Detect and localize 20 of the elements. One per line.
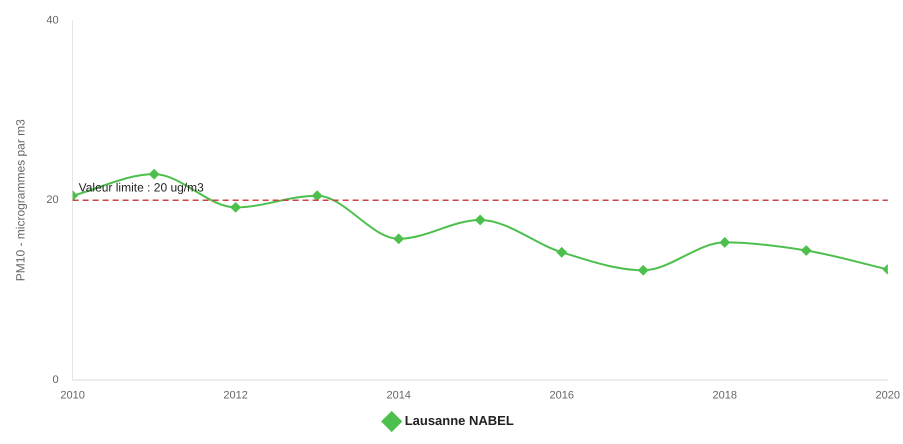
point — [638, 265, 648, 276]
point — [394, 234, 404, 244]
x-tick-label: 2010 — [60, 389, 85, 402]
x-tick-label: 2018 — [712, 389, 737, 402]
y-tick-label: 40 — [46, 14, 59, 27]
x-tick-label: 2012 — [223, 389, 248, 402]
y-tick-label: 0 — [52, 374, 59, 386]
point — [312, 190, 322, 201]
point — [149, 169, 160, 180]
point — [556, 247, 567, 258]
point — [475, 214, 486, 225]
x-tick-label: 2020 — [876, 389, 900, 402]
point — [720, 237, 730, 248]
legend-label: Lausanne NABEL — [404, 413, 514, 428]
x-tick-label: 2016 — [549, 389, 574, 402]
point — [801, 245, 812, 256]
point — [230, 202, 241, 212]
y-tick-label: 20 — [46, 194, 59, 206]
x-tick-label: 2014 — [386, 389, 411, 402]
y-axis-title: PM10 - microgrammes par m3 — [14, 118, 28, 282]
